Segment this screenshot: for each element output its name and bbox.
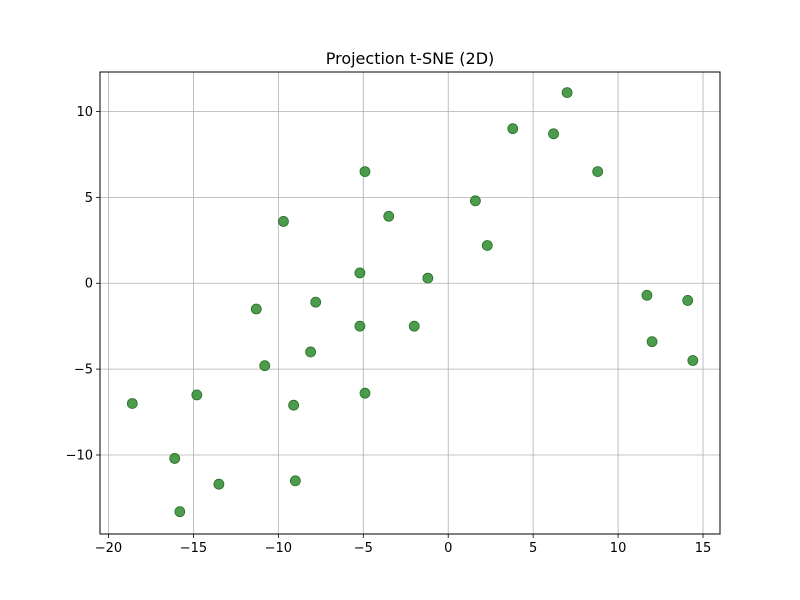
x-tick-label: −5 <box>354 541 373 556</box>
x-tick-label: −15 <box>180 541 207 556</box>
x-tick-label: −20 <box>95 541 122 556</box>
scatter-point <box>561 87 573 99</box>
scatter-point <box>507 123 519 135</box>
x-tick-label: 5 <box>529 541 537 556</box>
y-tick-label: −10 <box>66 448 93 463</box>
scatter-point <box>469 195 481 207</box>
scatter-point <box>250 303 262 315</box>
scatter-point <box>126 398 138 409</box>
y-tick-label: −5 <box>74 363 93 378</box>
y-tick-label: 5 <box>85 191 93 206</box>
scatter-point <box>359 166 371 178</box>
scatter-point <box>310 296 322 308</box>
scatter-point <box>422 272 434 284</box>
scatter-point <box>305 346 317 358</box>
scatter-point <box>354 320 366 332</box>
chart-title: Projection t-SNE (2D) <box>326 49 495 68</box>
scatter-point <box>359 387 371 399</box>
scatter-point <box>289 475 301 487</box>
x-tick-label: 10 <box>610 541 627 556</box>
scatter-point <box>354 267 366 279</box>
scatter-point <box>641 289 653 301</box>
scatter-point <box>169 453 181 464</box>
plot-frame <box>99 71 721 535</box>
scatter-point <box>592 166 604 178</box>
scatter-point <box>383 210 395 222</box>
scatter-point <box>682 295 694 306</box>
scatter-point <box>548 128 559 140</box>
scatter-point <box>481 240 493 251</box>
scatter-point <box>259 360 271 372</box>
scatter-point <box>213 478 225 490</box>
axis-ticks: −20 −15 −10 −5 0 5 10 15 −10 −5 0 5 10 <box>66 105 712 556</box>
y-tick-label: 10 <box>76 105 93 120</box>
grid-lines <box>100 72 720 534</box>
x-tick-label: 15 <box>695 541 712 556</box>
y-tick-label: 0 <box>85 277 93 292</box>
scatter-point <box>174 506 186 518</box>
scatter-point <box>191 389 203 401</box>
scatter-point <box>687 355 699 366</box>
x-tick-label: 0 <box>444 541 452 556</box>
scatter-point <box>408 320 420 332</box>
x-tick-label: −10 <box>265 541 292 556</box>
scatter-point <box>288 399 300 411</box>
scatter-point <box>646 336 658 348</box>
scatter-point <box>278 216 289 227</box>
scatter-points <box>126 87 699 518</box>
